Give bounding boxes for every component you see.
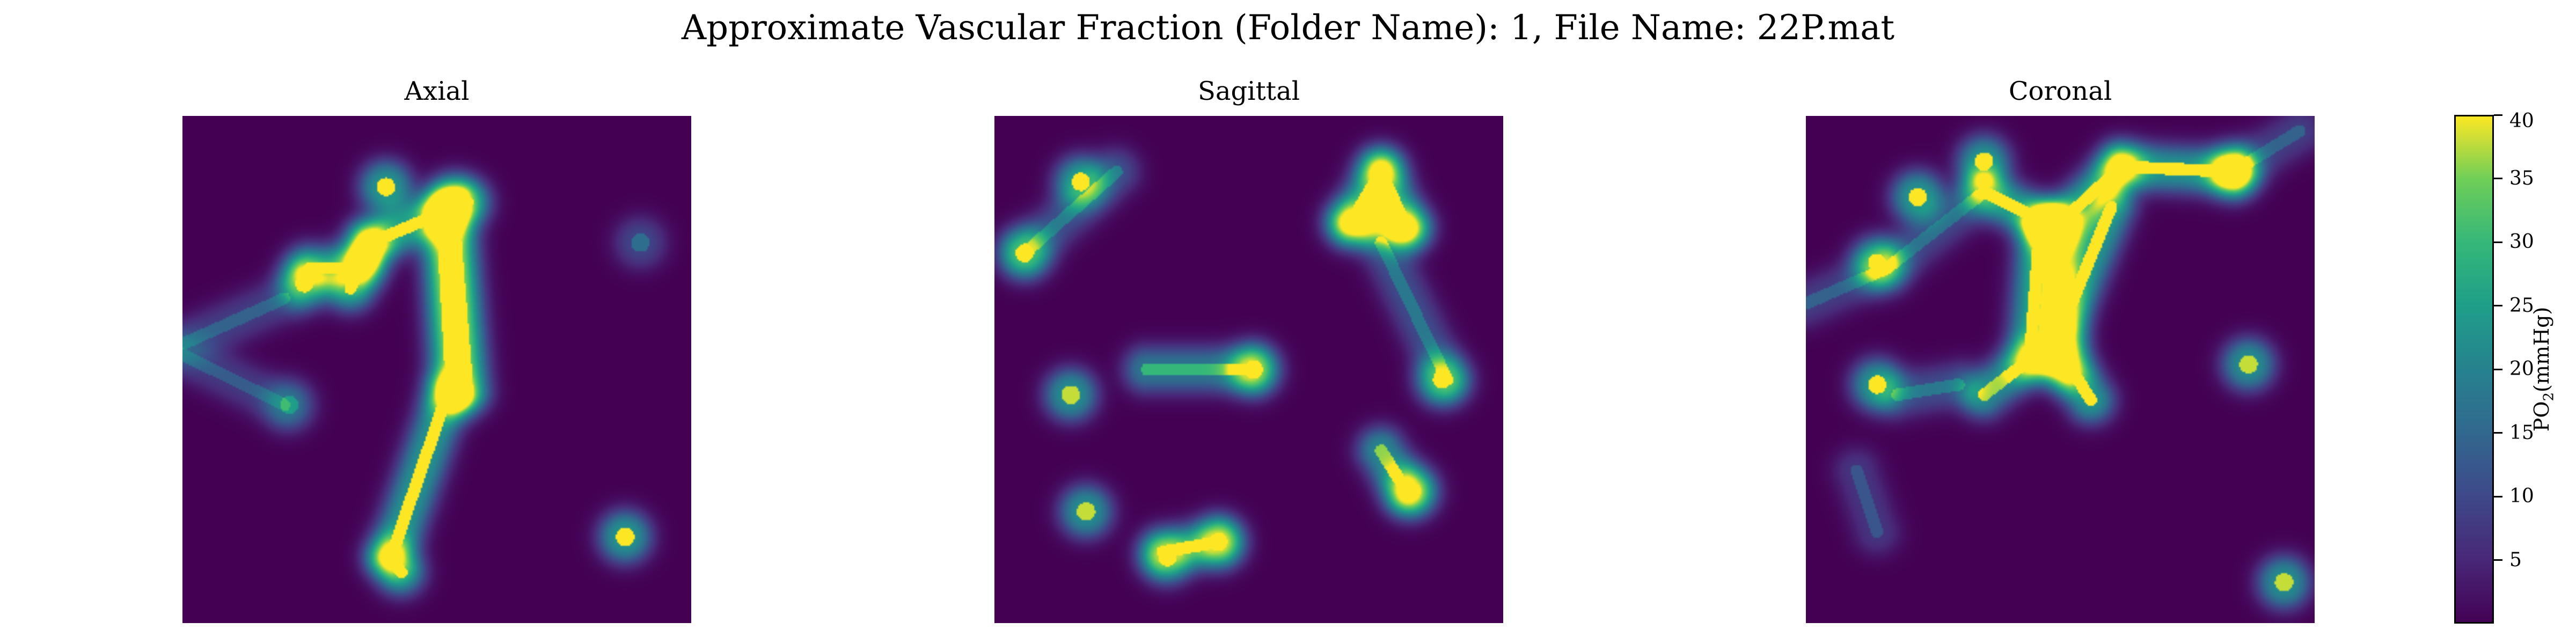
colorbar-label-text: PO2(mmHg) <box>2530 306 2557 432</box>
colorbar-tick-label: 25 <box>2509 294 2534 317</box>
colorbar-tick-label: 15 <box>2509 421 2534 444</box>
figure-title: Approximate Vascular Fraction (Folder Na… <box>681 8 1895 48</box>
colorbar <box>2454 115 2494 624</box>
heatmap-sagittal <box>994 116 1503 623</box>
colorbar-gradient <box>2456 116 2492 622</box>
colorbar-tick <box>2494 495 2502 497</box>
colorbar-tick-label: 35 <box>2509 167 2534 189</box>
colorbar-tick-label: 20 <box>2509 358 2534 380</box>
heatmap-axial <box>182 116 691 623</box>
colorbar-tick <box>2494 178 2502 179</box>
panel-title-coronal: Coronal <box>2008 76 2112 106</box>
colorbar-tick-label: 5 <box>2509 548 2522 571</box>
colorbar-tick <box>2494 241 2502 243</box>
colorbar-tick-label: 40 <box>2509 110 2534 132</box>
colorbar-tick-label: 10 <box>2509 485 2534 507</box>
colorbar-tick <box>2494 114 2502 116</box>
colorbar-tick-label: 30 <box>2509 231 2534 253</box>
colorbar-tick <box>2494 432 2502 434</box>
panel-title-axial: Axial <box>404 76 470 106</box>
panel-title-sagittal: Sagittal <box>1197 76 1300 106</box>
heatmap-coronal <box>1806 116 2315 623</box>
colorbar-tick <box>2494 305 2502 306</box>
colorbar-tick <box>2494 559 2502 561</box>
colorbar-tick <box>2494 368 2502 370</box>
